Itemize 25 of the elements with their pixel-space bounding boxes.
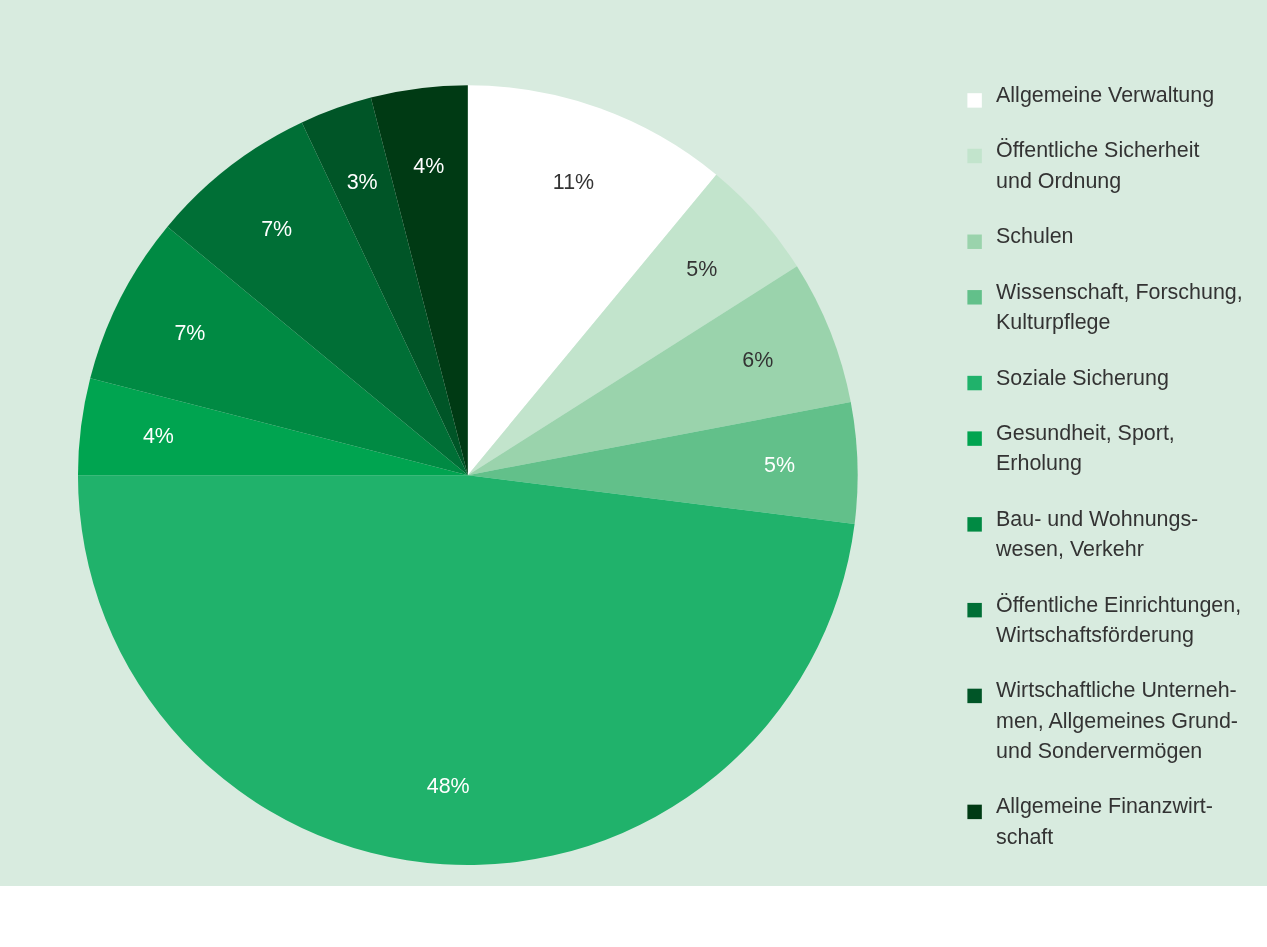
legend-label: Soziale Sicherung	[996, 365, 1169, 390]
legend-label: Bau- und Wohnungs- wesen, Verkehr	[995, 506, 1199, 562]
legend-label: Wirtschaftliche Unterneh- men, Allgemeines Grund- und Sondervermögen	[996, 678, 1238, 763]
data-label: 5%	[764, 453, 796, 478]
pie-slice	[77, 475, 855, 865]
data-label: 7%	[261, 216, 293, 241]
data-label: 6%	[742, 348, 774, 373]
legend-label: Gesundheit, Sport, Erholung	[996, 421, 1175, 476]
legend-label: Öffentliche Sicherheit und Ordnung	[996, 138, 1200, 193]
pie-slice	[467, 174, 797, 476]
pie-slice	[467, 85, 717, 476]
data-label: 3%	[346, 169, 378, 194]
data-label: 4%	[413, 153, 445, 178]
legend-label: Allgemeine Verwaltung	[996, 82, 1215, 107]
data-label: 48%	[426, 774, 470, 799]
data-label: 4%	[142, 423, 174, 448]
legend-label: Wissenschaft, Forschung, Kulturpflege	[996, 279, 1243, 334]
data-label: 5%	[686, 256, 718, 281]
pie-slice	[301, 97, 468, 476]
legend-label: Schulen	[996, 224, 1074, 249]
data-label: 7%	[174, 321, 206, 346]
data-label: 11%	[552, 169, 595, 194]
legend-label: Allgemeine Finanzwirt- schaft	[996, 794, 1213, 849]
pie-slice	[77, 378, 468, 476]
legend-label: Öffentliche Einrichtungen, Wirtschaftsförderung	[996, 592, 1242, 647]
